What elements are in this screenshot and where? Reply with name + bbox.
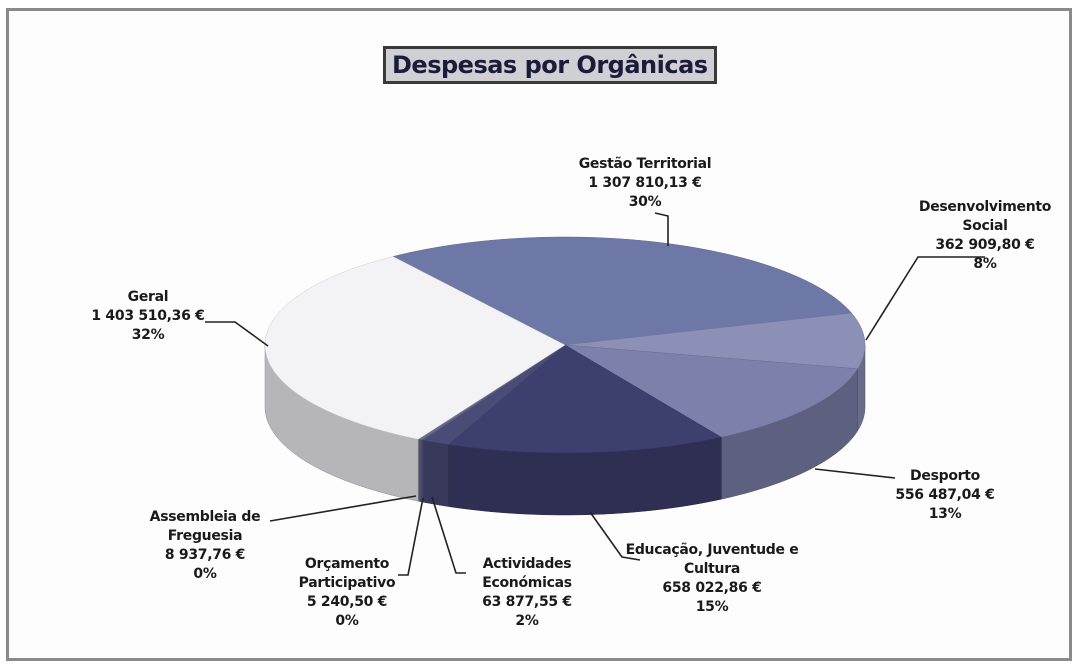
- data-label: Gestão Territorial 1 307 810,13 € 30%: [545, 155, 745, 212]
- percent-label: 32%: [131, 327, 165, 343]
- value-label: 1 307 810,13 €: [588, 175, 702, 191]
- slice-side: [423, 439, 449, 507]
- leader-line: [589, 511, 641, 561]
- value-label: 556 487,04 €: [895, 487, 995, 503]
- data-label: Educação, Juventude e Cultura 658 022,86 …: [625, 541, 800, 617]
- data-label: Geral 1 403 510,36 € 32%: [68, 288, 228, 345]
- data-label: Assembleia de Freguesia 8 937,76 € 0%: [135, 508, 275, 584]
- slice-name: Educação, Juventude e Cultura: [625, 542, 799, 577]
- leader-line: [398, 497, 424, 576]
- value-label: 1 403 510,36 €: [91, 308, 205, 324]
- chart-title: Despesas por Orgânicas: [383, 46, 717, 84]
- percent-label: 8%: [973, 256, 997, 272]
- slice: [447, 344, 722, 454]
- value-label: 5 240,50 €: [306, 594, 388, 610]
- slice: [264, 256, 566, 440]
- value-label: 362 909,80 €: [935, 237, 1035, 253]
- leader-line: [654, 212, 669, 246]
- slice-name: Desenvolvimento Social: [918, 199, 1052, 234]
- value-label: 63 877,55 €: [482, 594, 572, 610]
- percent-label: 15%: [695, 599, 729, 615]
- slice-name: Gestão Territorial: [578, 156, 712, 172]
- slice-name: Orçamento Participativo: [298, 556, 396, 591]
- data-label: Desporto 556 487,04 € 13%: [870, 467, 1020, 524]
- percent-label: 13%: [928, 506, 962, 522]
- slice-name: Assembleia de Freguesia: [149, 509, 261, 544]
- data-label: Orçamento Participativo 5 240,50 € 0%: [287, 555, 407, 631]
- slice-name: Actividades Económicas: [482, 556, 572, 591]
- percent-label: 30%: [628, 194, 662, 210]
- data-label: Actividades Económicas 63 877,55 € 2%: [462, 555, 592, 631]
- percent-label: 0%: [193, 566, 217, 582]
- leader-line: [431, 496, 466, 574]
- data-label: Desenvolvimento Social 362 909,80 € 8%: [905, 198, 1065, 274]
- leader-line: [865, 256, 985, 341]
- leader-line: [269, 495, 417, 522]
- value-label: 658 022,86 €: [662, 580, 762, 596]
- percent-label: 2%: [515, 613, 539, 629]
- slice-name: Geral: [127, 289, 169, 305]
- slice: [564, 344, 859, 438]
- slice-side: [421, 439, 424, 503]
- slice-name: Desporto: [910, 468, 980, 484]
- slice-side: [417, 438, 422, 503]
- percent-label: 0%: [335, 613, 359, 629]
- leader-line: [814, 468, 896, 479]
- leader-line: [205, 321, 269, 347]
- slice: [564, 312, 866, 370]
- value-label: 8 937,76 €: [164, 547, 246, 563]
- slice: [392, 236, 853, 346]
